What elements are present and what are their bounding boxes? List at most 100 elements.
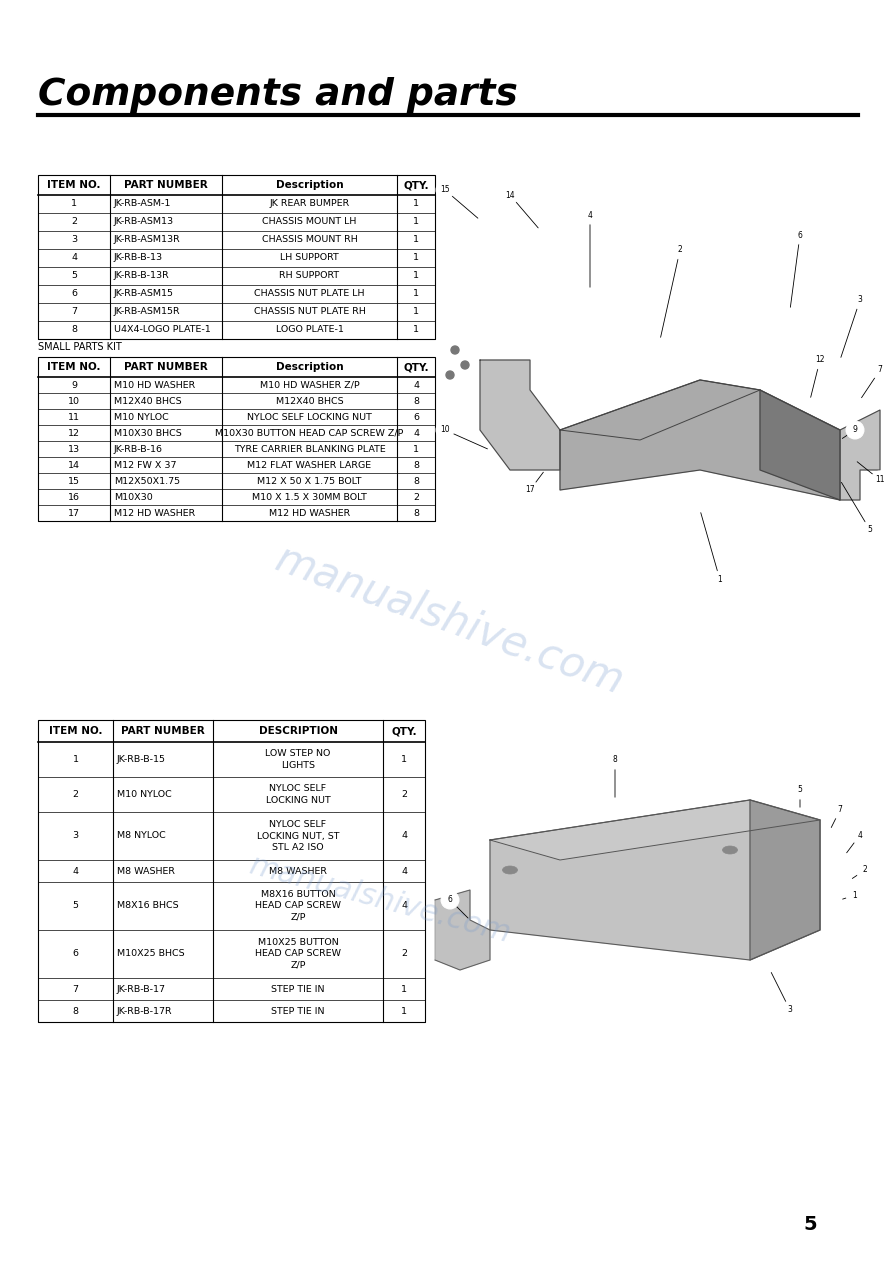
Bar: [38, 720, 425, 1022]
Text: JK REAR BUMPER: JK REAR BUMPER: [270, 200, 350, 208]
Text: ITEM NO.: ITEM NO.: [47, 362, 101, 373]
Text: 7: 7: [71, 307, 77, 317]
Text: 1: 1: [401, 755, 407, 764]
Text: JK-RB-B-13: JK-RB-B-13: [114, 254, 163, 263]
Text: CHASSIS MOUNT LH: CHASSIS MOUNT LH: [263, 217, 356, 226]
Text: 15: 15: [440, 186, 450, 195]
Text: CHASSIS NUT PLATE RH: CHASSIS NUT PLATE RH: [254, 307, 365, 317]
Text: 4: 4: [71, 254, 77, 263]
Text: 2: 2: [678, 245, 682, 255]
Text: M10 HD WASHER: M10 HD WASHER: [114, 380, 196, 389]
Text: 4: 4: [401, 866, 407, 875]
Text: JK-RB-B-17R: JK-RB-B-17R: [117, 1007, 172, 1015]
Text: 8: 8: [413, 397, 419, 405]
Text: 1: 1: [401, 1007, 407, 1015]
Text: M8 WASHER: M8 WASHER: [269, 866, 327, 875]
Text: 3: 3: [788, 1005, 792, 1014]
Circle shape: [451, 346, 459, 354]
Text: 1: 1: [72, 755, 79, 764]
Text: 4: 4: [857, 831, 863, 840]
Text: M8X16 BHCS: M8X16 BHCS: [117, 902, 179, 911]
Circle shape: [851, 290, 869, 309]
Text: PART NUMBER: PART NUMBER: [124, 362, 208, 373]
Text: M12 HD WASHER: M12 HD WASHER: [114, 509, 196, 518]
Text: 8: 8: [413, 461, 419, 470]
Circle shape: [461, 361, 469, 369]
Text: 8: 8: [413, 509, 419, 518]
Text: M10X30 BHCS: M10X30 BHCS: [114, 428, 182, 437]
Text: M10X25 BUTTON
HEAD CAP SCREW
Z/P: M10X25 BUTTON HEAD CAP SCREW Z/P: [255, 938, 341, 970]
Polygon shape: [490, 799, 820, 960]
Circle shape: [851, 826, 869, 844]
Text: ITEM NO.: ITEM NO.: [47, 181, 101, 189]
Circle shape: [671, 241, 689, 259]
Text: 3: 3: [72, 831, 79, 840]
Text: 5: 5: [797, 786, 803, 794]
Circle shape: [441, 890, 459, 909]
Text: 8: 8: [613, 755, 617, 764]
Circle shape: [446, 371, 454, 379]
Text: 1: 1: [413, 272, 419, 280]
Text: JK-RB-B-15: JK-RB-B-15: [117, 755, 166, 764]
Circle shape: [581, 206, 599, 224]
Text: STEP TIE IN: STEP TIE IN: [271, 1007, 325, 1015]
Polygon shape: [560, 380, 760, 440]
Text: 5: 5: [71, 272, 77, 280]
Text: STEP TIE IN: STEP TIE IN: [271, 984, 325, 994]
Text: 6: 6: [71, 289, 77, 298]
Ellipse shape: [503, 866, 518, 874]
Text: 1: 1: [413, 307, 419, 317]
Text: Description: Description: [276, 362, 343, 373]
Circle shape: [871, 471, 889, 489]
Polygon shape: [560, 380, 840, 500]
Text: manualshive.com: manualshive.com: [246, 851, 514, 949]
Text: JK-RB-ASM15: JK-RB-ASM15: [114, 289, 174, 298]
Text: CHASSIS MOUNT RH: CHASSIS MOUNT RH: [262, 235, 357, 245]
Text: QTY.: QTY.: [403, 181, 429, 189]
Text: 2: 2: [401, 950, 407, 959]
Text: M8 NYLOC: M8 NYLOC: [117, 831, 166, 840]
Text: 10: 10: [440, 426, 450, 434]
Text: 4: 4: [401, 902, 407, 911]
Text: 6: 6: [72, 950, 79, 959]
Ellipse shape: [722, 846, 738, 854]
Text: 6: 6: [447, 895, 453, 904]
Text: 11: 11: [875, 475, 885, 485]
Text: 14: 14: [68, 461, 80, 470]
Text: 1: 1: [401, 984, 407, 994]
Circle shape: [711, 571, 729, 589]
Text: 1: 1: [413, 235, 419, 245]
Text: 1: 1: [413, 254, 419, 263]
Polygon shape: [840, 410, 880, 500]
Text: PART NUMBER: PART NUMBER: [121, 726, 204, 736]
Text: 1: 1: [413, 326, 419, 335]
Text: JK-RB-B-17: JK-RB-B-17: [117, 984, 166, 994]
Text: M10 HD WASHER Z/P: M10 HD WASHER Z/P: [260, 380, 359, 389]
Text: M10 NYLOC: M10 NYLOC: [117, 789, 171, 799]
Polygon shape: [490, 799, 820, 860]
Circle shape: [871, 361, 889, 379]
Text: M12 FW X 37: M12 FW X 37: [114, 461, 177, 470]
Circle shape: [846, 887, 864, 904]
Circle shape: [791, 226, 809, 244]
Text: M12 HD WASHER: M12 HD WASHER: [269, 509, 350, 518]
Text: 2: 2: [71, 217, 77, 226]
Text: M10 X 1.5 X 30MM BOLT: M10 X 1.5 X 30MM BOLT: [252, 493, 367, 501]
Text: 15: 15: [68, 476, 80, 485]
Polygon shape: [480, 360, 560, 470]
Text: QTY.: QTY.: [391, 726, 417, 736]
Circle shape: [831, 801, 849, 818]
Text: 5: 5: [72, 902, 79, 911]
Text: QTY.: QTY.: [403, 362, 429, 373]
Text: 14: 14: [505, 191, 514, 200]
Circle shape: [781, 1002, 799, 1019]
Text: 4: 4: [588, 211, 592, 220]
Text: M10 NYLOC: M10 NYLOC: [114, 413, 169, 422]
Polygon shape: [750, 799, 820, 960]
Polygon shape: [435, 890, 490, 970]
Text: NYLOC SELF
LOCKING NUT: NYLOC SELF LOCKING NUT: [265, 784, 330, 805]
Circle shape: [846, 421, 864, 440]
Text: CHASSIS NUT PLATE LH: CHASSIS NUT PLATE LH: [255, 289, 364, 298]
Text: M8 WASHER: M8 WASHER: [117, 866, 175, 875]
Text: 2: 2: [401, 789, 407, 799]
